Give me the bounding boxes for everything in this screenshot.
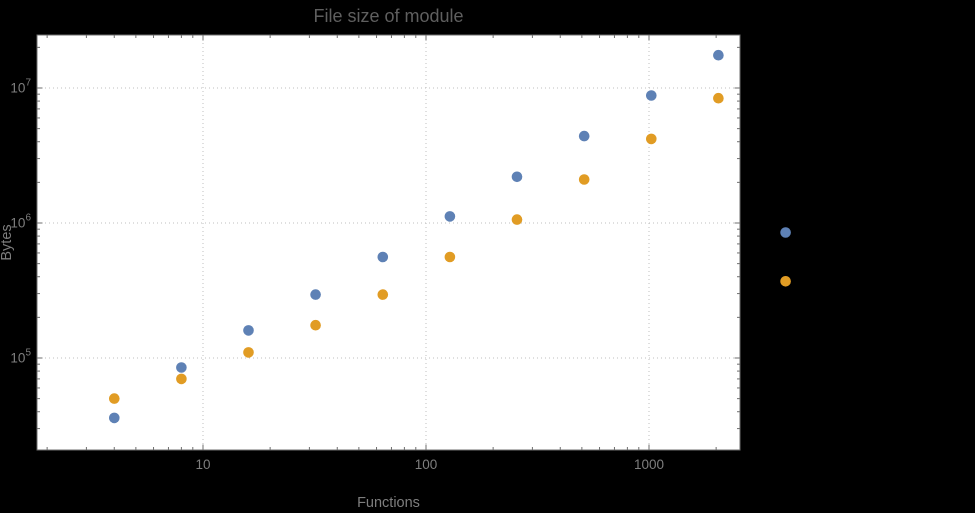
data-point [713, 92, 724, 104]
data-point [511, 214, 523, 225]
plot-frame [36, 34, 741, 451]
data-point [377, 251, 389, 263]
data-point [176, 373, 187, 385]
x-tick-label: 100 [415, 457, 438, 472]
y-tick-label: 107 [10, 78, 31, 96]
data-point [243, 347, 254, 358]
data-point [176, 362, 187, 373]
data-point [578, 174, 590, 185]
data-point [109, 393, 120, 404]
data-point [511, 171, 523, 183]
data-point [646, 90, 657, 101]
y-tick-label: 105 [10, 348, 31, 366]
data-point [713, 49, 724, 61]
data-point [646, 133, 657, 145]
data-point [578, 130, 590, 142]
data-point [444, 251, 456, 263]
plot-area-background [37, 35, 740, 450]
axis-ticks [37, 35, 740, 450]
x-tick-label: 10 [195, 457, 210, 472]
data-point [310, 319, 321, 331]
data-point [377, 289, 389, 300]
series-series-1 [109, 49, 791, 424]
data-point [243, 325, 254, 336]
data-point [109, 412, 120, 424]
series-series-2 [109, 92, 791, 404]
data-point [444, 211, 456, 222]
x-axis-label: Functions [357, 495, 420, 511]
y-tick-label: 106 [10, 213, 31, 231]
scatter-points [109, 49, 791, 424]
data-point [780, 227, 791, 238]
y-tick-labels: 105 106 107 [10, 78, 31, 366]
x-tick-labels: 10 100 1000 [195, 457, 664, 472]
x-tick-label: 1000 [634, 457, 664, 472]
chart-title: File size of module [313, 6, 463, 26]
y-axis-label: Bytes [0, 224, 15, 260]
data-point [310, 289, 321, 300]
data-point [780, 276, 791, 287]
